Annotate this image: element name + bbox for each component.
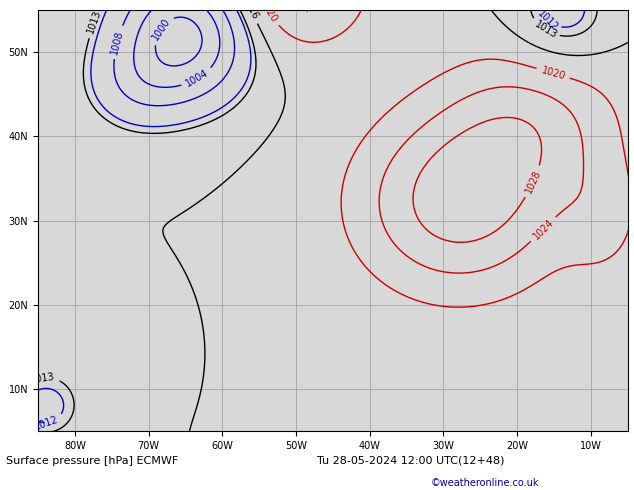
Text: ©weatheronline.co.uk: ©weatheronline.co.uk — [431, 478, 540, 488]
Text: 1020: 1020 — [540, 65, 566, 81]
Text: Tu 28-05-2024 12:00 UTC(12+48): Tu 28-05-2024 12:00 UTC(12+48) — [317, 456, 505, 466]
Text: 1016: 1016 — [240, 0, 260, 22]
Text: Surface pressure [hPa] ECMWF: Surface pressure [hPa] ECMWF — [6, 456, 179, 466]
Text: 1004: 1004 — [184, 68, 210, 89]
Text: 1013: 1013 — [533, 20, 559, 41]
Text: 1000: 1000 — [150, 16, 172, 42]
Text: 1024: 1024 — [531, 217, 555, 241]
Text: 1008: 1008 — [110, 29, 126, 55]
Text: 1012: 1012 — [536, 8, 560, 33]
Text: 1024: 1024 — [285, 0, 312, 16]
Text: 1013: 1013 — [30, 372, 56, 385]
Text: 1020: 1020 — [257, 0, 280, 24]
Text: 1012: 1012 — [34, 414, 60, 431]
Text: 1028: 1028 — [524, 169, 543, 195]
Text: 1013: 1013 — [86, 8, 103, 35]
